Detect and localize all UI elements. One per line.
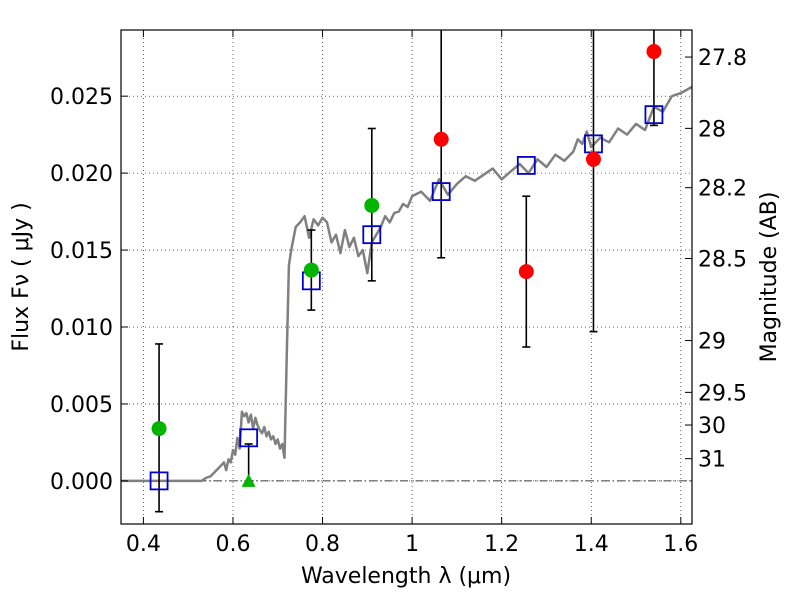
- observed-photometry-point: [151, 421, 167, 437]
- y-tick-label: 0.005: [50, 393, 113, 418]
- mag-tick-label: 28: [698, 117, 726, 142]
- mag-tick-label: 28.2: [698, 177, 747, 202]
- model-photometry-point: [362, 225, 382, 245]
- y-tick-label: 0.025: [50, 85, 113, 110]
- x-tick-label: 0.8: [305, 532, 340, 557]
- mag-tick-label: 27.8: [698, 46, 747, 71]
- y-tick-label: 0.020: [50, 162, 113, 187]
- model-photometry-point: [149, 471, 169, 491]
- y-tick-label: 0.015: [50, 239, 113, 264]
- observed-photometry-point: [646, 44, 662, 60]
- y-axis-label: Flux Fν ( μJy ): [9, 202, 34, 351]
- observed-photometry-point: [364, 197, 380, 213]
- axes-layer: 0.4 0.6 0.8 1 1.2 1.4 1.6 0.000 0.005 0.010 0.015 0…: [50, 30, 747, 557]
- y2-axis-label: Magnitude (AB): [757, 192, 782, 363]
- model-photometry-point: [516, 156, 536, 175]
- x-tick-label: 1.6: [663, 532, 698, 557]
- mag-tick-label: 28.5: [698, 247, 747, 272]
- observed-photometry-point: [303, 262, 319, 278]
- x-tick-label: 1: [405, 532, 419, 557]
- mag-tick-label: 31: [698, 448, 726, 473]
- model-photometry-point: [431, 182, 451, 201]
- model-photometry-point: [644, 105, 664, 125]
- x-tick-label: 0.4: [126, 532, 161, 557]
- mag-tick-label: 29: [698, 330, 726, 355]
- observed-upper-limit-point: [241, 473, 256, 487]
- plot-layer: [121, 30, 692, 513]
- model-spectrum-line: [121, 85, 692, 483]
- mag-tick-label: 29.5: [698, 381, 747, 406]
- plot-frame: [120, 29, 693, 525]
- x-tick-label: 1.2: [484, 532, 519, 557]
- model-photometry-point: [239, 428, 259, 448]
- observed-photometry-point: [585, 151, 601, 167]
- observed-photometry-point: [518, 264, 534, 280]
- x-tick-label: 1.4: [574, 532, 609, 557]
- y-tick-label: 0.010: [50, 316, 113, 341]
- x-tick-label: 0.6: [215, 532, 250, 557]
- observed-photometry-point: [433, 131, 449, 147]
- mag-tick-label: 30: [698, 414, 726, 439]
- y-tick-label: 0.000: [50, 470, 113, 495]
- x-axis-label: Wavelength λ (μm): [301, 564, 511, 589]
- grid-layer: [121, 30, 692, 524]
